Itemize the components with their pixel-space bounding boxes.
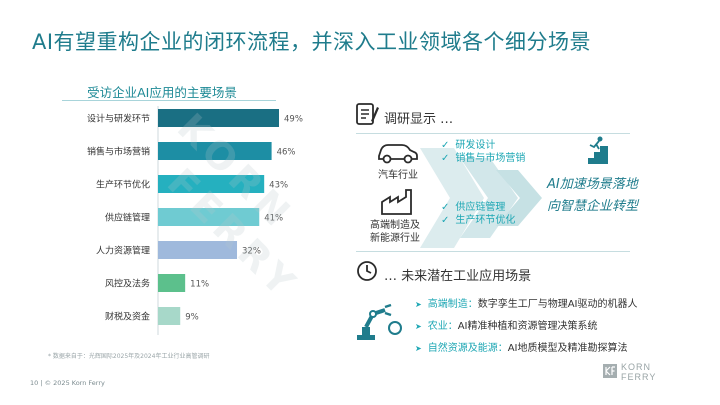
category-label: 财税及资金 bbox=[105, 311, 150, 323]
survey-header: 调研显示 … bbox=[384, 112, 454, 127]
check-icon: ✓ bbox=[441, 202, 450, 213]
data-label: 11% bbox=[190, 280, 209, 290]
list-item: ➤ 高端制造：数字孪生工厂与物理AI驱动的机器人 bbox=[415, 299, 638, 310]
robot-arm-icon bbox=[357, 303, 402, 340]
bar bbox=[158, 274, 186, 292]
bar-chart: 设计与研发环节 49% 销售与市场营销 46% 生产环节优化 43% 供应链管理 41% 人力资… bbox=[87, 106, 303, 335]
data-label: 41% bbox=[264, 214, 283, 224]
list-item: ✓ 销售与市场营销 bbox=[441, 153, 526, 164]
clipboard-icon bbox=[356, 103, 379, 125]
result-statement: AI加速场景落地 向智慧企业转型 bbox=[547, 174, 657, 218]
bar bbox=[158, 307, 181, 325]
climbing-stairs-icon bbox=[582, 136, 608, 164]
list-item: ✓ 生产环节优化 bbox=[441, 215, 516, 226]
slide-title: AI有望重构企业的闭环流程，并深入工业领域各个细分场景 bbox=[32, 30, 592, 54]
survey-divider bbox=[356, 133, 630, 134]
data-label: 49% bbox=[284, 115, 303, 125]
result-line-1: AI加速场景落地 bbox=[547, 177, 638, 192]
clock-icon bbox=[357, 261, 377, 281]
bar bbox=[158, 175, 265, 193]
car-industry-label: 汽车行业 bbox=[378, 170, 418, 181]
korn-ferry-logo: KORN FERRY bbox=[603, 362, 656, 382]
future-header: … 未来潜在工业应用场景 bbox=[384, 269, 532, 284]
bar bbox=[158, 109, 279, 127]
category-label: 供应链管理 bbox=[105, 212, 150, 224]
footnote: * 数据来自于：光辉国际2025年及2024年工业行业高管调研 bbox=[48, 353, 210, 360]
check-icon: ✓ bbox=[441, 215, 450, 226]
future-scenarios-list: ➤ 高端制造：数字孪生工厂与物理AI驱动的机器人 ➤ 农业：AI精准种植和资源管理决… bbox=[415, 294, 638, 360]
section-divider bbox=[356, 251, 630, 252]
data-label: 46% bbox=[277, 148, 296, 158]
arrow-right-icon: ➤ bbox=[415, 300, 422, 309]
list-item: ✓ 研发设计 bbox=[441, 140, 496, 151]
category-label: 销售与市场营销 bbox=[87, 146, 150, 158]
list-item: ✓ 供应链管理 bbox=[441, 202, 506, 213]
category-label: 设计与研发环节 bbox=[87, 113, 150, 125]
bar bbox=[158, 208, 260, 226]
category-label: 生产环节优化 bbox=[96, 179, 150, 191]
check-icon: ✓ bbox=[441, 140, 450, 151]
arrow-right-icon: ➤ bbox=[415, 322, 422, 331]
category-label: 风控及法务 bbox=[105, 278, 150, 290]
arrow-right-icon: ➤ bbox=[415, 344, 422, 353]
car-icon bbox=[378, 144, 418, 164]
data-label: 32% bbox=[242, 247, 261, 257]
chart-title-underline bbox=[62, 100, 276, 101]
manufacturing-industry-label: 高端制造及新能源行业 bbox=[370, 220, 420, 244]
list-item: ➤ 农业：AI精准种植和资源管理决策系统 bbox=[415, 321, 598, 332]
logo-mark-icon bbox=[603, 364, 617, 378]
bar bbox=[158, 241, 238, 259]
result-line-2: 向智慧企业转型 bbox=[547, 199, 639, 214]
industry-items-list: ✓ 供应链管理 ✓ 生产环节优化 bbox=[441, 201, 515, 227]
factory-icon bbox=[381, 189, 412, 215]
list-item: ➤ 自然资源及能源：AI地质模型及精准勘探算法 bbox=[415, 343, 628, 354]
car-items-list: ✓ 研发设计 ✓ 销售与市场营销 bbox=[441, 139, 525, 165]
category-label: 人力资源管理 bbox=[96, 245, 150, 257]
page-footer: 10 | © 2025 Korn Ferry bbox=[30, 379, 105, 387]
check-icon: ✓ bbox=[441, 153, 450, 164]
chart-title: 受访企业AI应用的主要场景 bbox=[87, 85, 237, 100]
data-label: 43% bbox=[269, 181, 288, 191]
bar bbox=[158, 142, 272, 160]
chevron-arrows-icon bbox=[420, 148, 542, 248]
data-label: 9% bbox=[185, 313, 199, 323]
